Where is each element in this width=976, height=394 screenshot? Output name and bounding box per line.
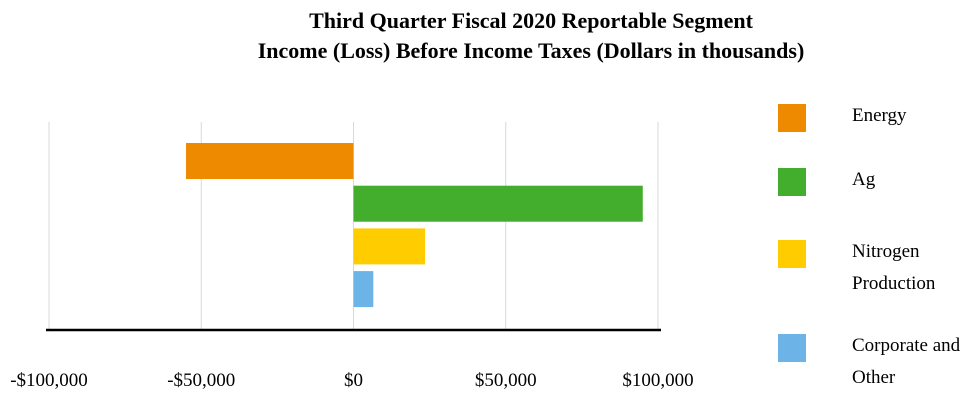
legend-swatch-nitrogen-production — [778, 240, 806, 268]
chart-title-line-2: Income (Loss) Before Income Taxes (Dolla… — [257, 38, 805, 63]
chart-title-line-1: Third Quarter Fiscal 2020 Reportable Seg… — [309, 8, 753, 33]
legend-label-corporate-and-other: Corporate and Other — [852, 335, 961, 388]
legend-swatch-corporate-and-other — [778, 334, 806, 362]
legend-label-ag: Ag — [852, 169, 876, 190]
legend-item-ag: Ag — [778, 164, 875, 196]
bar-nitrogen-production — [353, 228, 426, 265]
bar-ag — [353, 185, 643, 222]
x-tick-label-4: $100,000 — [622, 370, 693, 390]
legend-label-nitrogen-production: Nitrogen Production — [852, 241, 936, 294]
legend-swatch-ag — [778, 168, 806, 196]
legend-item-nitrogen-production: Nitrogen Production — [778, 236, 935, 300]
x-tick-label-3: $50,000 — [475, 370, 537, 390]
legend-label-energy: Energy — [852, 105, 907, 126]
bar-energy — [186, 143, 354, 179]
bar-corporate-and-other — [353, 271, 374, 308]
x-tick-label-0: -$100,000 — [10, 370, 88, 390]
x-tick-label-2: $0 — [344, 370, 363, 390]
legend-item-energy: Energy — [778, 100, 907, 132]
legend-swatch-energy — [778, 104, 806, 132]
legend-item-corporate-and-other: Corporate and Other — [778, 330, 960, 394]
chart-title: Third Quarter Fiscal 2020 Reportable Seg… — [0, 6, 976, 66]
x-tick-label-1: -$50,000 — [167, 370, 235, 390]
